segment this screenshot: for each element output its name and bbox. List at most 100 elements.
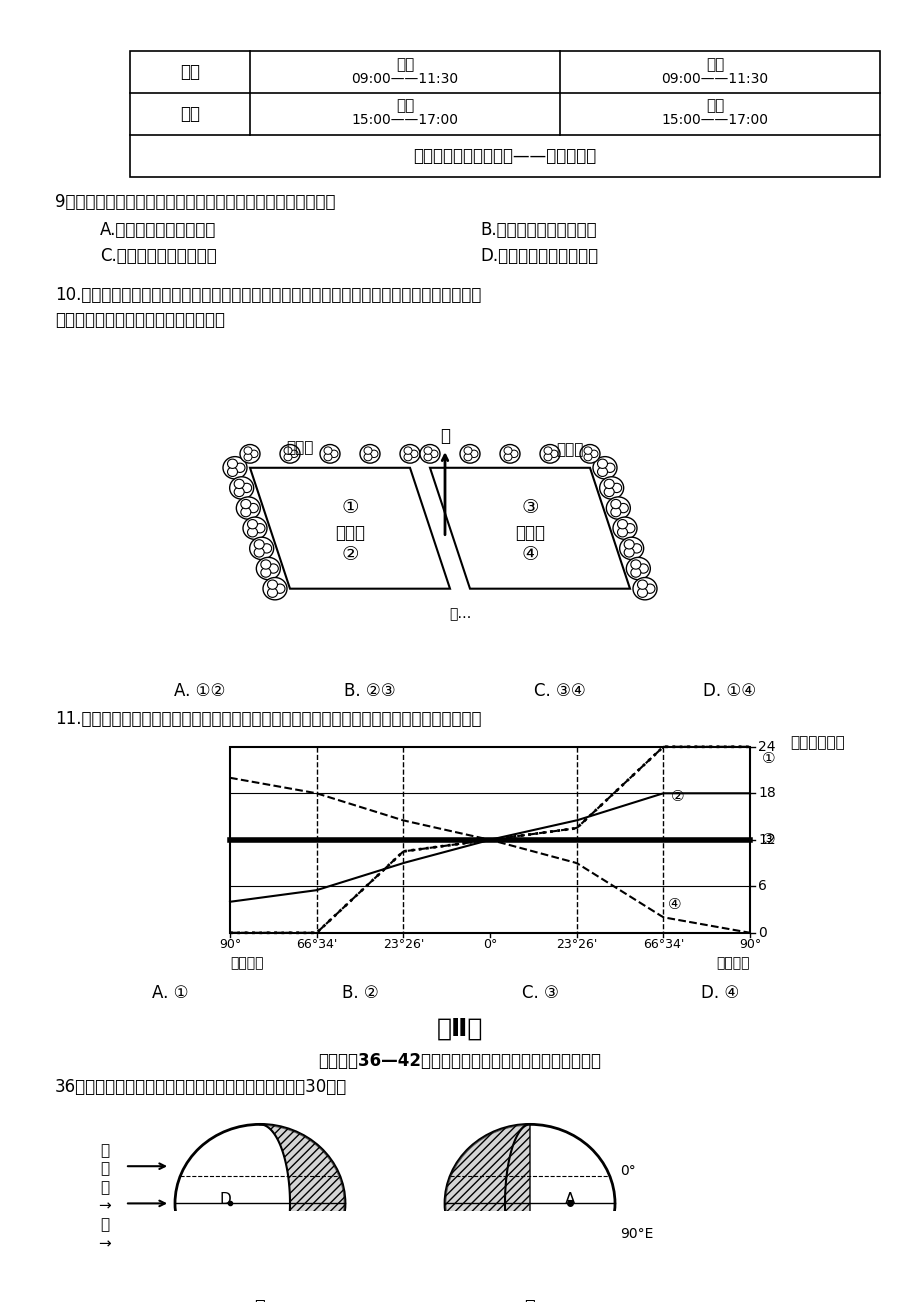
Text: （南纬）: （南纬） bbox=[230, 956, 263, 970]
Circle shape bbox=[610, 500, 620, 509]
Text: ③: ③ bbox=[521, 499, 539, 517]
Text: 66°34': 66°34' bbox=[642, 939, 684, 952]
Circle shape bbox=[248, 504, 258, 513]
Circle shape bbox=[410, 450, 417, 457]
Text: ②: ② bbox=[341, 544, 358, 564]
Text: ④: ④ bbox=[667, 897, 681, 913]
Circle shape bbox=[543, 453, 551, 461]
Circle shape bbox=[267, 579, 278, 590]
Text: ①: ① bbox=[341, 499, 358, 517]
Text: 甲: 甲 bbox=[255, 1299, 265, 1302]
Circle shape bbox=[256, 557, 280, 579]
Circle shape bbox=[234, 464, 244, 473]
Text: C.黑夜长度先增加后减短: C.黑夜长度先增加后减短 bbox=[100, 247, 217, 266]
Circle shape bbox=[267, 589, 278, 598]
Circle shape bbox=[509, 450, 517, 457]
Circle shape bbox=[632, 578, 656, 600]
Text: D. ①④: D. ①④ bbox=[703, 682, 755, 699]
Text: 11.若一诊如期举行，下图中能反映阅卷结束日前一个月那一天的全球昼长分布曲线是（　　）: 11.若一诊如期举行，下图中能反映阅卷结束日前一个月那一天的全球昼长分布曲线是（… bbox=[55, 710, 481, 728]
Text: 太: 太 bbox=[100, 1143, 109, 1157]
Circle shape bbox=[550, 450, 558, 457]
Circle shape bbox=[596, 467, 607, 477]
Circle shape bbox=[364, 447, 371, 454]
Text: 6: 6 bbox=[757, 879, 766, 893]
Circle shape bbox=[227, 460, 237, 469]
Text: 外语: 外语 bbox=[705, 99, 723, 113]
Circle shape bbox=[584, 453, 591, 461]
Text: 数学: 数学 bbox=[395, 99, 414, 113]
Circle shape bbox=[403, 453, 412, 461]
Circle shape bbox=[605, 464, 614, 473]
Circle shape bbox=[240, 444, 260, 464]
Circle shape bbox=[284, 453, 291, 461]
Text: 90°E: 90°E bbox=[619, 1226, 652, 1241]
Text: 10.下图为成都某中学的操场和高大行道树示意图。为充分利用冬日阳光，一诊数学考试期间，: 10.下图为成都某中学的操场和高大行道树示意图。为充分利用冬日阳光，一诊数学考试… bbox=[55, 286, 481, 305]
Text: 昼长（小时）: 昼长（小时） bbox=[789, 736, 844, 751]
Text: C. ③④: C. ③④ bbox=[534, 682, 585, 699]
Bar bbox=[230, 747, 749, 932]
Text: A.白昼长度始终比首都长: A.白昼长度始终比首都长 bbox=[100, 221, 216, 240]
Text: 0°: 0° bbox=[482, 939, 496, 952]
Text: 24: 24 bbox=[757, 740, 775, 754]
Circle shape bbox=[644, 585, 654, 594]
Text: 90°: 90° bbox=[219, 939, 241, 952]
Circle shape bbox=[241, 500, 251, 509]
Circle shape bbox=[254, 548, 264, 557]
Circle shape bbox=[617, 527, 627, 536]
Circle shape bbox=[424, 447, 432, 454]
Text: →: → bbox=[98, 1199, 111, 1213]
Circle shape bbox=[445, 1125, 614, 1282]
Circle shape bbox=[630, 560, 641, 569]
Circle shape bbox=[249, 538, 273, 560]
Circle shape bbox=[400, 444, 420, 464]
Circle shape bbox=[589, 450, 597, 457]
Circle shape bbox=[637, 589, 647, 598]
Circle shape bbox=[460, 444, 480, 464]
Circle shape bbox=[623, 548, 633, 557]
Circle shape bbox=[289, 450, 298, 457]
Circle shape bbox=[593, 457, 617, 479]
Circle shape bbox=[261, 568, 270, 577]
Text: 行道树: 行道树 bbox=[556, 441, 583, 457]
Circle shape bbox=[610, 508, 620, 517]
Text: D. ④: D. ④ bbox=[700, 984, 738, 1003]
Circle shape bbox=[596, 460, 607, 469]
Text: 36．读某日南北两半球太阳光照图，回答下列问题。（30分）: 36．读某日南北两半球太阳光照图，回答下列问题。（30分） bbox=[55, 1078, 346, 1096]
Circle shape bbox=[263, 578, 287, 600]
Text: 阳: 阳 bbox=[100, 1161, 109, 1177]
Circle shape bbox=[612, 517, 636, 539]
Text: 9．当我们参加一诊时候，整个考试与阅卷期间，我市（　　）: 9．当我们参加一诊时候，整个考试与阅卷期间，我市（ ） bbox=[55, 194, 335, 211]
Text: 文综: 文综 bbox=[705, 57, 723, 72]
Text: ②: ② bbox=[671, 789, 685, 803]
Circle shape bbox=[504, 453, 512, 461]
Text: 第Ⅱ卷: 第Ⅱ卷 bbox=[437, 1017, 482, 1040]
Circle shape bbox=[369, 450, 378, 457]
Text: （北纬）: （北纬） bbox=[716, 956, 749, 970]
Text: A. ①: A. ① bbox=[152, 984, 188, 1003]
Text: 0°: 0° bbox=[619, 1164, 635, 1178]
Circle shape bbox=[359, 444, 380, 464]
Text: 09:00——11:30: 09:00——11:30 bbox=[351, 72, 458, 86]
Circle shape bbox=[618, 504, 628, 513]
Text: C. ③: C. ③ bbox=[521, 984, 558, 1003]
Circle shape bbox=[619, 538, 643, 560]
Circle shape bbox=[463, 453, 471, 461]
Circle shape bbox=[241, 508, 251, 517]
Circle shape bbox=[268, 564, 278, 573]
Circle shape bbox=[623, 540, 633, 549]
Text: 图…: 图… bbox=[448, 607, 471, 621]
Circle shape bbox=[364, 453, 371, 461]
Circle shape bbox=[420, 444, 439, 464]
Circle shape bbox=[463, 447, 471, 454]
Circle shape bbox=[247, 527, 257, 536]
Circle shape bbox=[279, 444, 300, 464]
Circle shape bbox=[624, 523, 634, 533]
Bar bbox=[130, 51, 879, 177]
Circle shape bbox=[227, 467, 237, 477]
Circle shape bbox=[584, 447, 591, 454]
Text: 北: 北 bbox=[439, 427, 449, 444]
Polygon shape bbox=[429, 467, 630, 589]
Text: 23°26': 23°26' bbox=[555, 939, 596, 952]
Text: D.地物正午日影出现最短: D.地物正午日影出现最短 bbox=[480, 247, 597, 266]
Circle shape bbox=[330, 450, 337, 457]
